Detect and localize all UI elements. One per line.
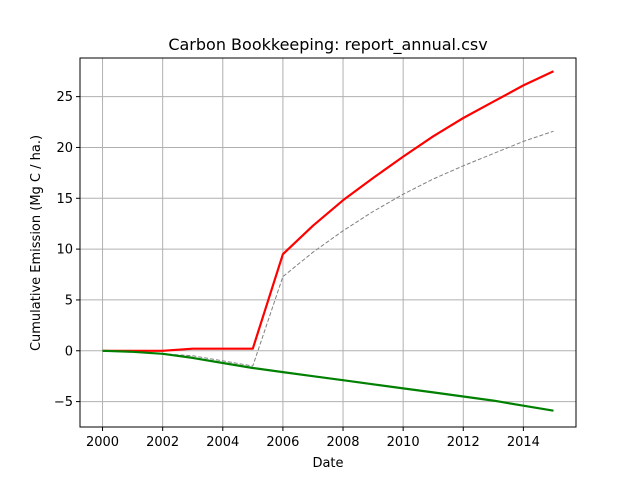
series-line-1 — [102, 130, 554, 367]
series-line-2 — [102, 349, 554, 412]
y-tick-label: 5 — [65, 293, 73, 308]
x-tick-label: 2012 — [447, 435, 480, 450]
plot-frame — [79, 57, 577, 428]
y-tick-label: 10 — [56, 243, 73, 258]
series-line-0 — [102, 70, 554, 352]
y-tick-label: 25 — [56, 90, 73, 105]
ticks-layer: 2000 2002 2004 2006 2008 2010 2012 2014 −5 0 5 10 15… — [54, 90, 540, 450]
y-tick-label: −5 — [54, 395, 73, 410]
y-tick-label: 0 — [65, 344, 73, 359]
y-axis-label: Cumulative Emission (Mg C / ha.) — [29, 135, 44, 351]
y-tick-label: 20 — [56, 141, 73, 156]
x-tick-label: 2008 — [326, 435, 359, 450]
x-tick-label: 2014 — [507, 435, 540, 450]
x-tick-label: 2010 — [387, 435, 420, 450]
series-layer — [102, 70, 554, 412]
grid-layer — [80, 58, 576, 427]
x-axis-label: Date — [312, 456, 343, 471]
x-tick-label: 2004 — [206, 435, 239, 450]
x-tick-label: 2002 — [146, 435, 179, 450]
x-tick-label: 2006 — [266, 435, 299, 450]
y-tick-label: 15 — [56, 192, 73, 207]
chart-title: Carbon Bookkeeping: report_annual.csv — [168, 35, 487, 55]
x-tick-label: 2000 — [86, 435, 119, 450]
